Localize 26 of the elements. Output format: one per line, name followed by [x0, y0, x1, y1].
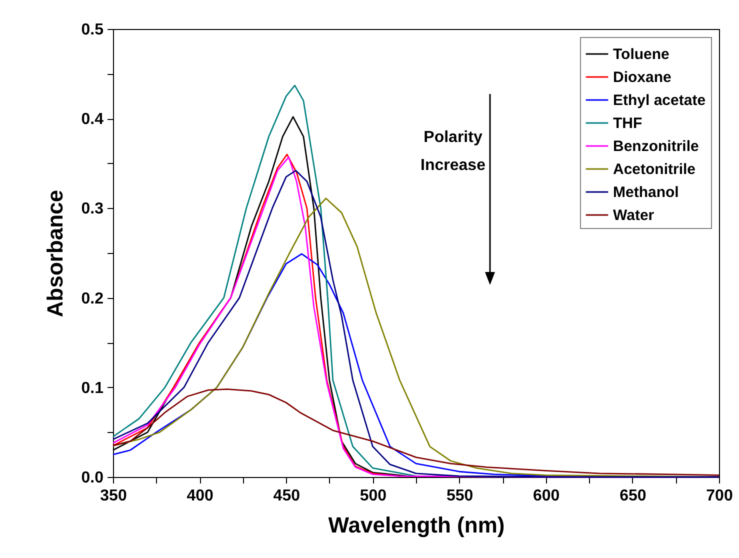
- x-tick-label: 600: [533, 488, 560, 504]
- legend-label: Water: [613, 207, 654, 224]
- legend-label: THF: [613, 115, 642, 132]
- x-tick-label: 700: [706, 488, 733, 504]
- legend-label: Benzonitrile: [613, 138, 699, 155]
- x-tick-label: 500: [360, 488, 387, 504]
- x-tick-label: 550: [446, 488, 474, 504]
- x-axis-title: Wavelength (nm): [328, 512, 505, 538]
- line-series: [112, 388, 720, 476]
- legend-label: Methanol: [613, 184, 679, 201]
- legend-label: Dioxane: [613, 69, 672, 86]
- y-tick-label: 0.1: [81, 380, 104, 397]
- y-tick-label: 0.5: [81, 22, 104, 38]
- x-tick-label: 350: [100, 488, 127, 504]
- x-tick-label: 650: [620, 488, 646, 504]
- y-axis-title: Absorbance: [42, 190, 68, 318]
- legend-label: Toluene: [613, 46, 670, 63]
- y-tick-label: 0.2: [81, 290, 104, 308]
- legend-label: Ethyl acetate: [613, 92, 706, 109]
- y-tick-label: 0.4: [81, 111, 104, 128]
- x-tick-label: 450: [273, 488, 300, 504]
- y-tick-label: 0.0: [81, 470, 104, 486]
- annotation: Polarity Increase: [420, 129, 486, 174]
- y-tick-label: 0.3: [81, 200, 104, 218]
- legend-label: Acetonitrile: [613, 161, 696, 178]
- x-tick-label: 400: [186, 488, 214, 504]
